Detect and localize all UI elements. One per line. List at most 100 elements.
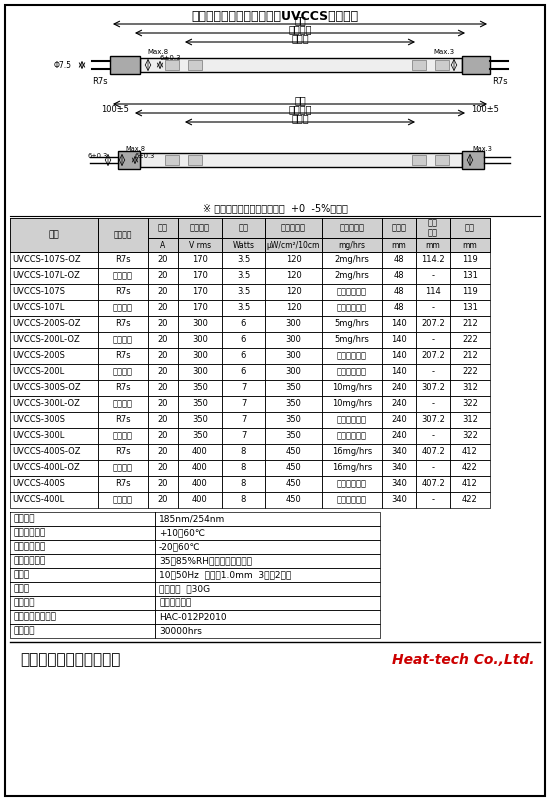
- Bar: [462, 56, 490, 74]
- Text: R7s: R7s: [492, 77, 508, 86]
- Text: 222: 222: [462, 368, 478, 376]
- Bar: [322, 238, 382, 252]
- Text: Heat-tech Co.,Ltd.: Heat-tech Co.,Ltd.: [393, 653, 535, 667]
- Text: 412: 412: [462, 480, 478, 489]
- Text: リード線: リード線: [113, 432, 133, 441]
- Text: UVCCS-300L-OZ: UVCCS-300L-OZ: [12, 400, 80, 409]
- Text: V rms: V rms: [189, 240, 211, 249]
- Text: 307.2: 307.2: [421, 416, 445, 425]
- Text: mm: mm: [463, 240, 477, 249]
- Text: R7s: R7s: [115, 256, 131, 264]
- Text: UVCCS-107S-OZ: UVCCS-107S-OZ: [12, 256, 81, 264]
- Text: R7s: R7s: [115, 384, 131, 392]
- Text: 8: 8: [241, 448, 246, 457]
- Text: 硝子
管長: 硝子 管長: [428, 219, 438, 238]
- Text: 20: 20: [158, 384, 168, 392]
- Text: 170: 170: [192, 256, 208, 264]
- Text: 6±0.3: 6±0.3: [135, 153, 155, 159]
- Bar: [110, 56, 140, 74]
- Text: 300: 300: [192, 352, 208, 360]
- Text: Φ7.5: Φ7.5: [54, 61, 72, 70]
- Text: 100±5: 100±5: [101, 106, 129, 115]
- Text: 120: 120: [285, 304, 301, 312]
- Text: 35～85%RH（結露なきこと）: 35～85%RH（結露なきこと）: [159, 557, 252, 566]
- Text: 20: 20: [158, 400, 168, 409]
- Text: -20～60℃: -20～60℃: [159, 542, 201, 552]
- Bar: [416, 238, 450, 252]
- Text: 7: 7: [241, 400, 246, 409]
- Text: 6: 6: [241, 352, 246, 360]
- Bar: [165, 60, 179, 70]
- Text: 300: 300: [285, 336, 301, 344]
- Text: 20: 20: [158, 496, 168, 505]
- Bar: [416, 218, 450, 238]
- Text: 422: 422: [462, 496, 478, 505]
- Text: 340: 340: [391, 464, 407, 473]
- Bar: [435, 155, 449, 165]
- Text: μW/cm²/10cm: μW/cm²/10cm: [267, 240, 320, 249]
- Bar: [178, 218, 222, 238]
- Text: 3.5: 3.5: [237, 256, 250, 264]
- Text: オゾン生成: オゾン生成: [339, 223, 365, 232]
- Text: リード線: リード線: [113, 304, 133, 312]
- Text: 20: 20: [158, 464, 168, 473]
- Text: 20: 20: [158, 336, 168, 344]
- Text: 300: 300: [285, 368, 301, 376]
- Text: 340: 340: [391, 448, 407, 457]
- Text: Max.3: Max.3: [433, 49, 454, 55]
- Bar: [382, 238, 416, 252]
- Text: 240: 240: [391, 416, 407, 425]
- Text: 20: 20: [158, 416, 168, 425]
- Text: -: -: [432, 336, 434, 344]
- Text: 全長: 全長: [294, 95, 306, 105]
- Bar: [322, 218, 382, 238]
- Text: 131: 131: [462, 304, 478, 312]
- Text: 耐衝撃: 耐衝撃: [13, 585, 29, 594]
- Text: オゾンフリー: オゾンフリー: [337, 352, 367, 360]
- Text: 7: 7: [241, 432, 246, 441]
- Text: 300: 300: [192, 336, 208, 344]
- Text: 端子形状: 端子形状: [114, 231, 132, 239]
- Text: Watts: Watts: [233, 240, 255, 249]
- Bar: [98, 218, 148, 252]
- Text: 350: 350: [192, 400, 208, 409]
- Text: 30000hrs: 30000hrs: [159, 626, 202, 635]
- Bar: [118, 151, 140, 169]
- Text: 312: 312: [462, 416, 478, 425]
- Text: リード線: リード線: [113, 496, 133, 505]
- Text: 20: 20: [158, 352, 168, 360]
- Text: 2mg/hrs: 2mg/hrs: [334, 272, 370, 280]
- Text: A: A: [161, 240, 166, 249]
- Text: UVCCS-400S: UVCCS-400S: [12, 480, 65, 489]
- Text: 450: 450: [285, 464, 301, 473]
- Text: -: -: [432, 304, 434, 312]
- Text: リード線: リード線: [113, 336, 133, 344]
- Text: 140: 140: [391, 368, 407, 376]
- Text: 20: 20: [158, 448, 168, 457]
- Text: 電力: 電力: [239, 223, 249, 232]
- Text: 5mg/hrs: 5mg/hrs: [334, 336, 370, 344]
- Text: 350: 350: [192, 432, 208, 441]
- Text: 300: 300: [285, 320, 301, 328]
- Text: 8: 8: [241, 464, 246, 473]
- Text: 307.2: 307.2: [421, 384, 445, 392]
- Text: 20: 20: [158, 272, 168, 280]
- Text: 16mg/hrs: 16mg/hrs: [332, 448, 372, 457]
- Text: R7s: R7s: [115, 448, 131, 457]
- Text: 400: 400: [192, 464, 208, 473]
- Text: UVCCS-200L-OZ: UVCCS-200L-OZ: [12, 336, 80, 344]
- Text: リード線: リード線: [113, 272, 133, 280]
- Text: オゾンフリー: オゾンフリー: [337, 288, 367, 296]
- Text: 131: 131: [462, 272, 478, 280]
- Text: リード線: リード線: [113, 400, 133, 409]
- Bar: [148, 218, 178, 238]
- Text: オゾンフリー: オゾンフリー: [337, 368, 367, 376]
- Text: 300: 300: [192, 320, 208, 328]
- Text: 10mg/hrs: 10mg/hrs: [332, 384, 372, 392]
- Text: -: -: [432, 272, 434, 280]
- Text: 6±0.3: 6±0.3: [159, 55, 181, 61]
- Text: -: -: [432, 368, 434, 376]
- Text: UVCCS-300L: UVCCS-300L: [12, 432, 64, 441]
- Text: 3.5: 3.5: [237, 272, 250, 280]
- Text: 冷陰極中型直管紫外線灯: 冷陰極中型直管紫外線灯: [20, 653, 120, 667]
